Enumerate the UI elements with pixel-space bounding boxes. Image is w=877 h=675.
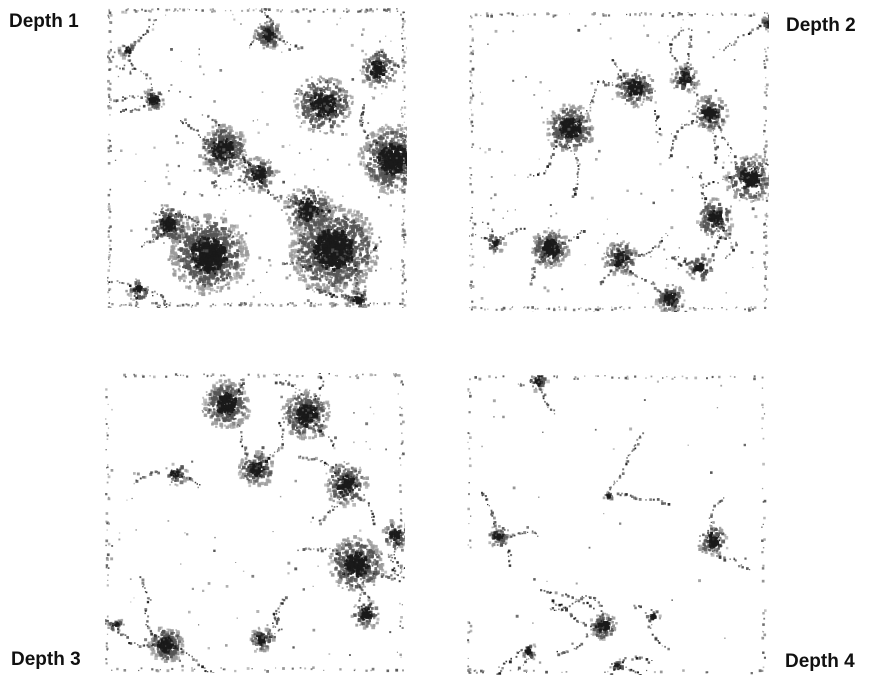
panel-label-depth-4: Depth 4 <box>785 652 855 671</box>
texture-image-depth-4 <box>467 375 767 675</box>
texture-image <box>107 8 407 308</box>
texture-image-depth-3 <box>105 373 405 673</box>
texture-image <box>105 373 405 673</box>
texture-image <box>467 375 767 675</box>
panel-label-depth-1: Depth 1 <box>9 12 79 31</box>
texture-image-depth-1 <box>107 8 407 308</box>
panel-label-depth-2: Depth 2 <box>786 16 856 35</box>
panel-label-depth-3: Depth 3 <box>11 650 81 669</box>
texture-image <box>469 12 769 312</box>
texture-image-depth-2 <box>469 12 769 312</box>
